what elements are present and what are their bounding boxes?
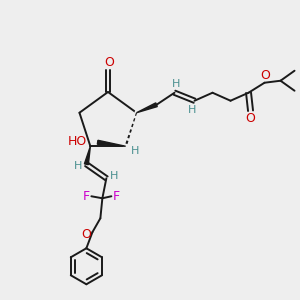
Text: H: H bbox=[188, 105, 197, 115]
Polygon shape bbox=[84, 146, 90, 165]
Text: O: O bbox=[261, 69, 271, 82]
Polygon shape bbox=[98, 140, 126, 146]
Text: H: H bbox=[172, 79, 181, 89]
Text: HO: HO bbox=[68, 135, 87, 148]
Polygon shape bbox=[136, 103, 157, 113]
Text: F: F bbox=[83, 190, 90, 203]
Text: H: H bbox=[130, 146, 139, 156]
Text: H: H bbox=[74, 161, 82, 171]
Text: O: O bbox=[246, 112, 256, 125]
Text: H: H bbox=[110, 171, 118, 181]
Text: O: O bbox=[104, 56, 114, 68]
Text: O: O bbox=[81, 228, 91, 241]
Text: F: F bbox=[113, 190, 120, 203]
